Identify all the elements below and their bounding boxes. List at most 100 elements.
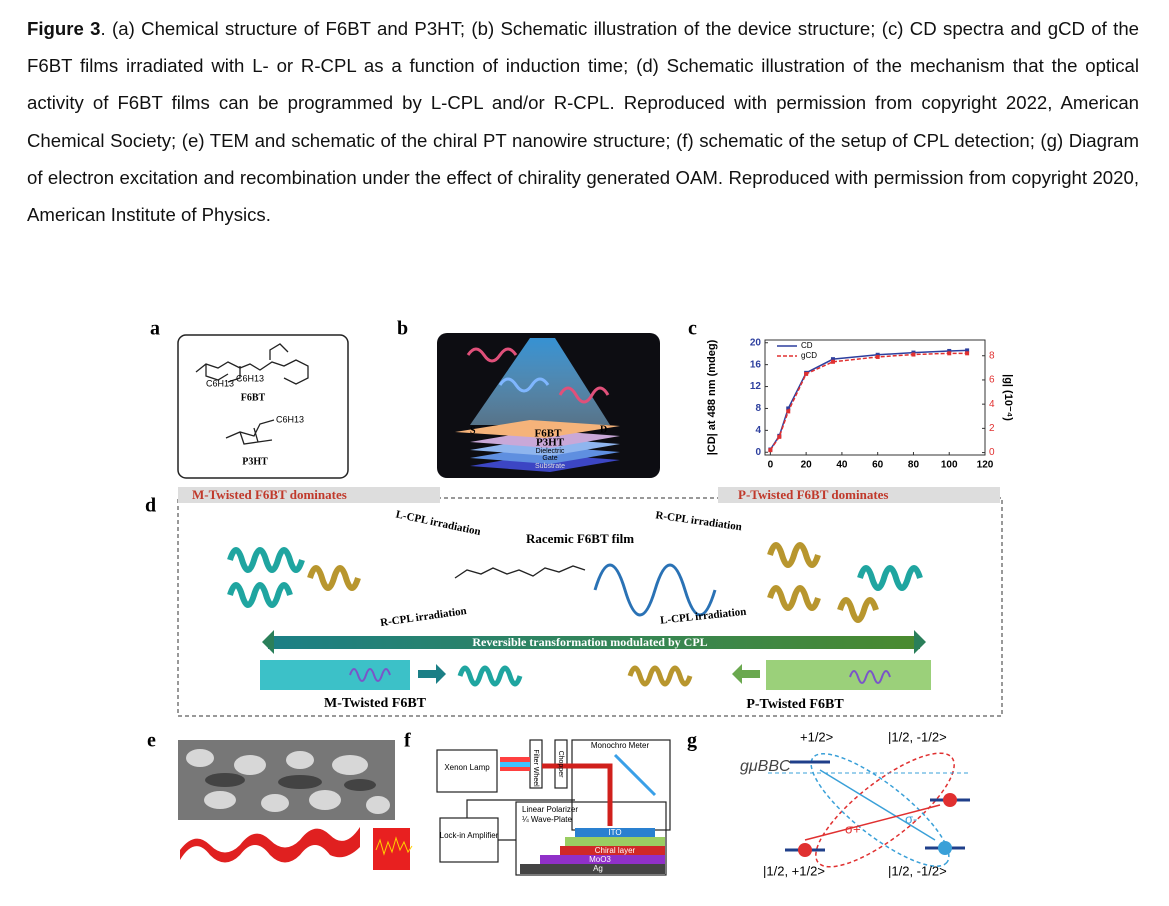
header: P-Twisted F6BT dominates: [738, 487, 888, 502]
helix: [227, 547, 923, 608]
marker: [875, 354, 880, 359]
center-label: Racemic F6BT film: [526, 531, 634, 546]
caption-label: Figure 3: [27, 18, 101, 39]
device-label: S: [470, 425, 476, 436]
y-tick-label: 16: [750, 359, 762, 370]
layer-label: ITO: [608, 828, 621, 837]
setup-label: Xenon Lamp: [444, 763, 490, 772]
state-label: +1/2>: [800, 729, 833, 744]
ito: [575, 828, 655, 837]
y2-tick-label: 6: [989, 375, 995, 386]
molecule-box: [766, 660, 931, 690]
electron: [798, 843, 812, 857]
marker: [786, 409, 791, 414]
setup-label: ¼ Wave-Plate: [522, 815, 572, 824]
y2-tick-label: 0: [989, 447, 995, 458]
transition: [819, 769, 936, 841]
electron: [943, 793, 957, 807]
device-label: Gate: [542, 455, 557, 462]
helix: [498, 377, 550, 393]
x-tick-label: 20: [801, 460, 813, 471]
caption-text: . (a) Chemical structure of F6BT and P3H…: [27, 18, 1140, 226]
state-label: |1/2, +1/2>: [763, 863, 825, 878]
y2-axis-title: |g| (10⁻⁴): [1002, 374, 1014, 421]
marker: [947, 351, 952, 356]
layer-label: Chiral layer: [595, 846, 636, 855]
y-tick-label: 20: [750, 337, 762, 348]
marker: [804, 371, 809, 376]
arrow: [418, 664, 446, 684]
device-label: P3HT: [536, 437, 565, 449]
x-tick-label: 100: [941, 460, 958, 471]
marker: [830, 359, 835, 364]
y-tick-label: 12: [750, 381, 762, 392]
chiral-layer: [560, 846, 665, 855]
x-tick-label: 120: [977, 460, 994, 471]
setup-label: Filter Wheel: [532, 749, 539, 787]
helix: [457, 665, 523, 687]
marker: [830, 357, 835, 362]
panel-label: d: [145, 495, 156, 517]
panel-label: c: [688, 318, 697, 340]
marker: [786, 406, 791, 411]
beam: [542, 763, 613, 826]
marker: [875, 352, 880, 357]
series-line: [769, 349, 968, 450]
molecule-name: F6BT: [241, 392, 266, 403]
layer: [455, 420, 620, 438]
layer: [470, 430, 620, 448]
panel-label: b: [397, 318, 408, 340]
arrow-label: R-CPL irradiation: [379, 605, 467, 629]
state-label: |1/2, -1/2>: [888, 729, 947, 744]
helix: [627, 665, 693, 687]
x-tick-label: 60: [872, 460, 884, 471]
y-tick-label: 8: [755, 403, 761, 414]
series-line: [769, 352, 968, 451]
arrow-label: L-CPL irradiation: [395, 508, 482, 538]
panel-label: g: [687, 730, 697, 752]
setup-label: Linear Polarizer: [522, 805, 578, 814]
marker: [965, 348, 970, 353]
helix: [349, 668, 891, 684]
x-tick-label: 40: [836, 460, 848, 471]
device-label: Substrate: [535, 463, 565, 470]
device-label: D: [600, 424, 607, 435]
x-tick-label: 0: [768, 460, 774, 471]
y2-tick-label: 4: [989, 399, 995, 410]
y2-tick-label: 8: [989, 350, 995, 361]
header-bar: [178, 487, 440, 503]
arrow: [732, 664, 760, 684]
setup-label: Chopper: [557, 751, 564, 779]
cd-chart: 0 20 40 60 80 100 120 0 4 8 12 16 20 0 2 4 6 8 |CD| at 488…: [706, 337, 1014, 470]
y-axis-title: |CD| at 488 nm (mdeg): [706, 339, 718, 455]
marker: [777, 434, 782, 439]
marker: [911, 352, 916, 357]
helix: [307, 542, 879, 623]
grating: [613, 753, 657, 797]
marker: [947, 348, 952, 353]
molecule-inset: [373, 828, 410, 870]
x-tick-label: 80: [908, 460, 920, 471]
molecule-box: [260, 660, 410, 690]
structure-box: [177, 334, 349, 479]
f6bt-structure: [195, 343, 309, 385]
caption: Figure 3. (a) Chemical structure of F6BT…: [27, 10, 1139, 233]
ag: [520, 864, 665, 874]
tem-dark: [205, 773, 376, 791]
zeeman-label: gμBBC: [740, 758, 791, 775]
transform-arrow: [268, 636, 920, 649]
transition-ellipse: [810, 753, 950, 867]
device-label: F6BT: [535, 428, 563, 440]
substituent: C6H13: [206, 378, 234, 388]
molecule-name: P3HT: [242, 456, 268, 467]
y2-tick-label: 2: [989, 423, 995, 434]
header-bar: [718, 487, 1000, 503]
helix: [466, 347, 610, 404]
layer-label: MoO3: [589, 855, 611, 864]
y-tick-label: 4: [755, 425, 761, 436]
polarization-label: σ+: [845, 821, 861, 836]
mechanism-frame: [177, 497, 1003, 717]
arrow-label: L-CPL irradiation: [660, 606, 747, 627]
